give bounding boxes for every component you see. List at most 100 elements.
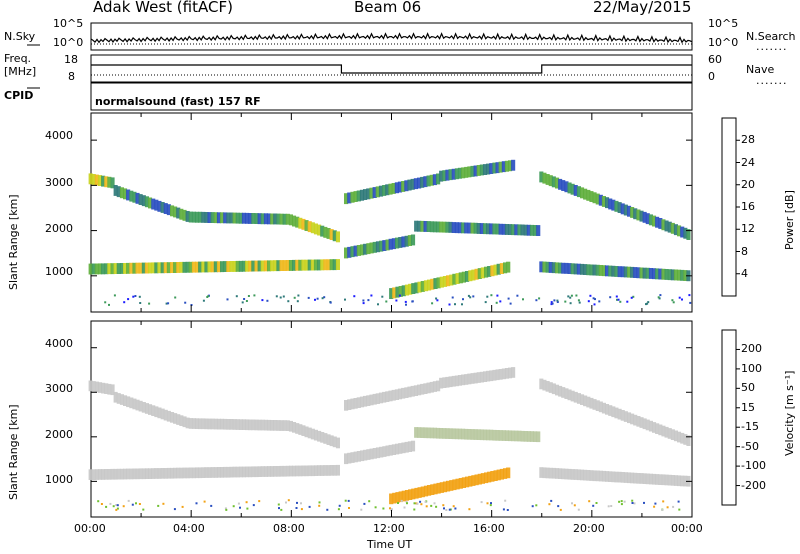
scatter-point [132, 295, 135, 298]
scatter-point [678, 296, 681, 299]
data-cell [486, 429, 491, 441]
data-cell [673, 430, 678, 442]
scatter-point [620, 503, 623, 506]
scatter-point [113, 294, 116, 297]
data-cell [633, 208, 638, 220]
scatter-point [404, 300, 407, 303]
scatter-point [362, 299, 365, 302]
data-cell [449, 480, 454, 491]
data-cell [479, 371, 484, 383]
data-cell [677, 475, 682, 487]
data-cell [633, 472, 638, 484]
data-cell [397, 181, 403, 193]
data-cell [245, 466, 250, 478]
data-cell [683, 270, 688, 281]
data-cell [288, 214, 293, 226]
data-cell [313, 223, 318, 235]
data-cell [363, 449, 368, 461]
data-cell [583, 395, 588, 407]
data-cell [394, 389, 399, 400]
scatter-point [618, 500, 621, 503]
data-cell [457, 428, 462, 440]
data-cell [388, 444, 393, 456]
data-cell [496, 469, 501, 481]
scatter-point [495, 301, 498, 304]
data-cell [439, 482, 444, 493]
data-cell [592, 470, 597, 482]
data-cell [605, 197, 610, 209]
scatter-point [551, 302, 554, 305]
data-cell [110, 468, 115, 480]
scatter-point [127, 298, 130, 301]
data-cell [451, 375, 456, 387]
data-cell [555, 177, 560, 189]
data-cell [410, 178, 415, 190]
data-cell [116, 468, 121, 480]
scatter-point [454, 303, 456, 306]
scatter-point [468, 508, 471, 511]
velocity-colorbar-frame [721, 329, 737, 506]
data-cell [504, 430, 509, 441]
data-cell [378, 392, 384, 404]
freq-tick-top: 18 [64, 53, 78, 66]
data-cell [138, 194, 143, 205]
data-cell [326, 434, 331, 445]
scatter-point [443, 507, 445, 510]
data-cell [401, 236, 406, 248]
data-cell [442, 481, 448, 493]
scatter-point [431, 302, 434, 305]
data-cell [385, 391, 390, 402]
data-cell [548, 175, 553, 187]
data-cell [686, 435, 691, 446]
scatter-point [243, 298, 246, 300]
data-cell [191, 211, 196, 223]
data-cell [170, 205, 175, 217]
data-cell [213, 212, 218, 224]
data-cell [229, 261, 234, 272]
power-colorbar-tick: 24 [741, 155, 755, 169]
scatter-point [678, 508, 681, 511]
data-cell [163, 203, 168, 214]
data-cell [564, 181, 569, 193]
data-cell [107, 176, 112, 188]
data-cell [151, 262, 156, 274]
scatter-point [316, 297, 319, 300]
scatter-point [258, 500, 261, 503]
data-cell [182, 209, 187, 221]
data-cell [426, 221, 431, 232]
data-cell [630, 472, 635, 484]
data-cell [395, 237, 400, 249]
data-cell [238, 212, 243, 224]
data-cell [529, 224, 534, 236]
data-cell [157, 468, 162, 479]
data-cell [179, 208, 184, 220]
data-cell [446, 275, 451, 287]
data-cell [670, 222, 675, 234]
data-cell [545, 174, 550, 185]
data-cell [188, 418, 193, 429]
data-cell [542, 379, 547, 391]
data-cell [658, 268, 663, 280]
data-cell [495, 223, 500, 235]
scatter-point [280, 508, 283, 511]
data-cell [307, 221, 312, 233]
data-cell [173, 467, 178, 479]
data-cell [476, 165, 481, 176]
scatter-point [123, 301, 126, 304]
data-cell [398, 491, 403, 503]
data-cell [198, 261, 203, 273]
data-cell [586, 264, 591, 276]
data-cell [473, 222, 478, 234]
data-cell [292, 465, 297, 477]
data-cell [260, 419, 265, 431]
data-cell [198, 211, 203, 223]
data-cell [417, 487, 422, 498]
data-cell [533, 225, 538, 236]
scatter-point [496, 294, 499, 297]
scatter-point [490, 294, 493, 297]
data-cell [313, 429, 318, 441]
data-cell [320, 225, 325, 237]
scatter-point [285, 501, 287, 504]
data-cell [464, 374, 469, 385]
scatter-point [266, 299, 269, 302]
